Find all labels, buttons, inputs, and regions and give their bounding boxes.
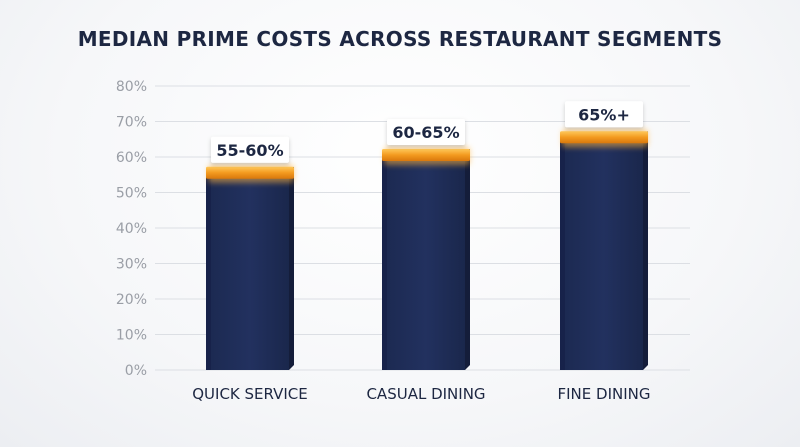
x-tick-label: FINE DINING — [558, 385, 651, 403]
y-tick-label: 50% — [116, 186, 147, 202]
x-axis: QUICK SERVICE CASUAL DINING FINE DINING — [192, 385, 650, 403]
bar-side-left — [382, 153, 387, 370]
data-label: 60-65% — [392, 123, 459, 142]
y-tick-label: 70% — [116, 115, 147, 131]
bar — [387, 153, 465, 370]
y-tick-label: 30% — [116, 257, 147, 273]
bars: 55-60% 60-65% 65%+ — [206, 101, 648, 370]
y-tick-label: 60% — [116, 150, 147, 166]
y-tick-label: 40% — [116, 221, 147, 237]
data-label-box — [565, 101, 643, 128]
y-tick-label: 10% — [116, 328, 147, 344]
bar-side-left — [206, 170, 211, 370]
range-band — [206, 166, 294, 179]
bar-group: 55-60% — [206, 136, 294, 370]
bar — [565, 135, 643, 370]
bar-side — [643, 131, 648, 370]
data-label-box — [211, 136, 289, 163]
data-label: 55-60% — [216, 141, 283, 160]
bar-side-left — [560, 135, 565, 370]
y-axis: 0% 10% 20% 30% 40% 50% 60% 70% 80% — [116, 79, 147, 379]
x-tick-label: QUICK SERVICE — [192, 385, 308, 403]
data-label: 65%+ — [578, 105, 630, 124]
range-band — [382, 149, 470, 161]
x-tick-label: CASUAL DINING — [366, 385, 485, 403]
range-band — [560, 131, 648, 144]
y-tick-label: 80% — [116, 79, 147, 95]
bar-side — [289, 166, 294, 370]
bar — [211, 170, 289, 370]
y-tick-label: 0% — [125, 363, 147, 379]
chart-title: MEDIAN PRIME COSTS ACROSS RESTAURANT SEG… — [78, 27, 723, 51]
data-label-box — [387, 119, 465, 145]
bar-group: 60-65% — [382, 119, 470, 370]
y-tick-label: 20% — [116, 292, 147, 308]
bar-side — [465, 149, 470, 370]
bar-group: 65%+ — [560, 101, 648, 370]
